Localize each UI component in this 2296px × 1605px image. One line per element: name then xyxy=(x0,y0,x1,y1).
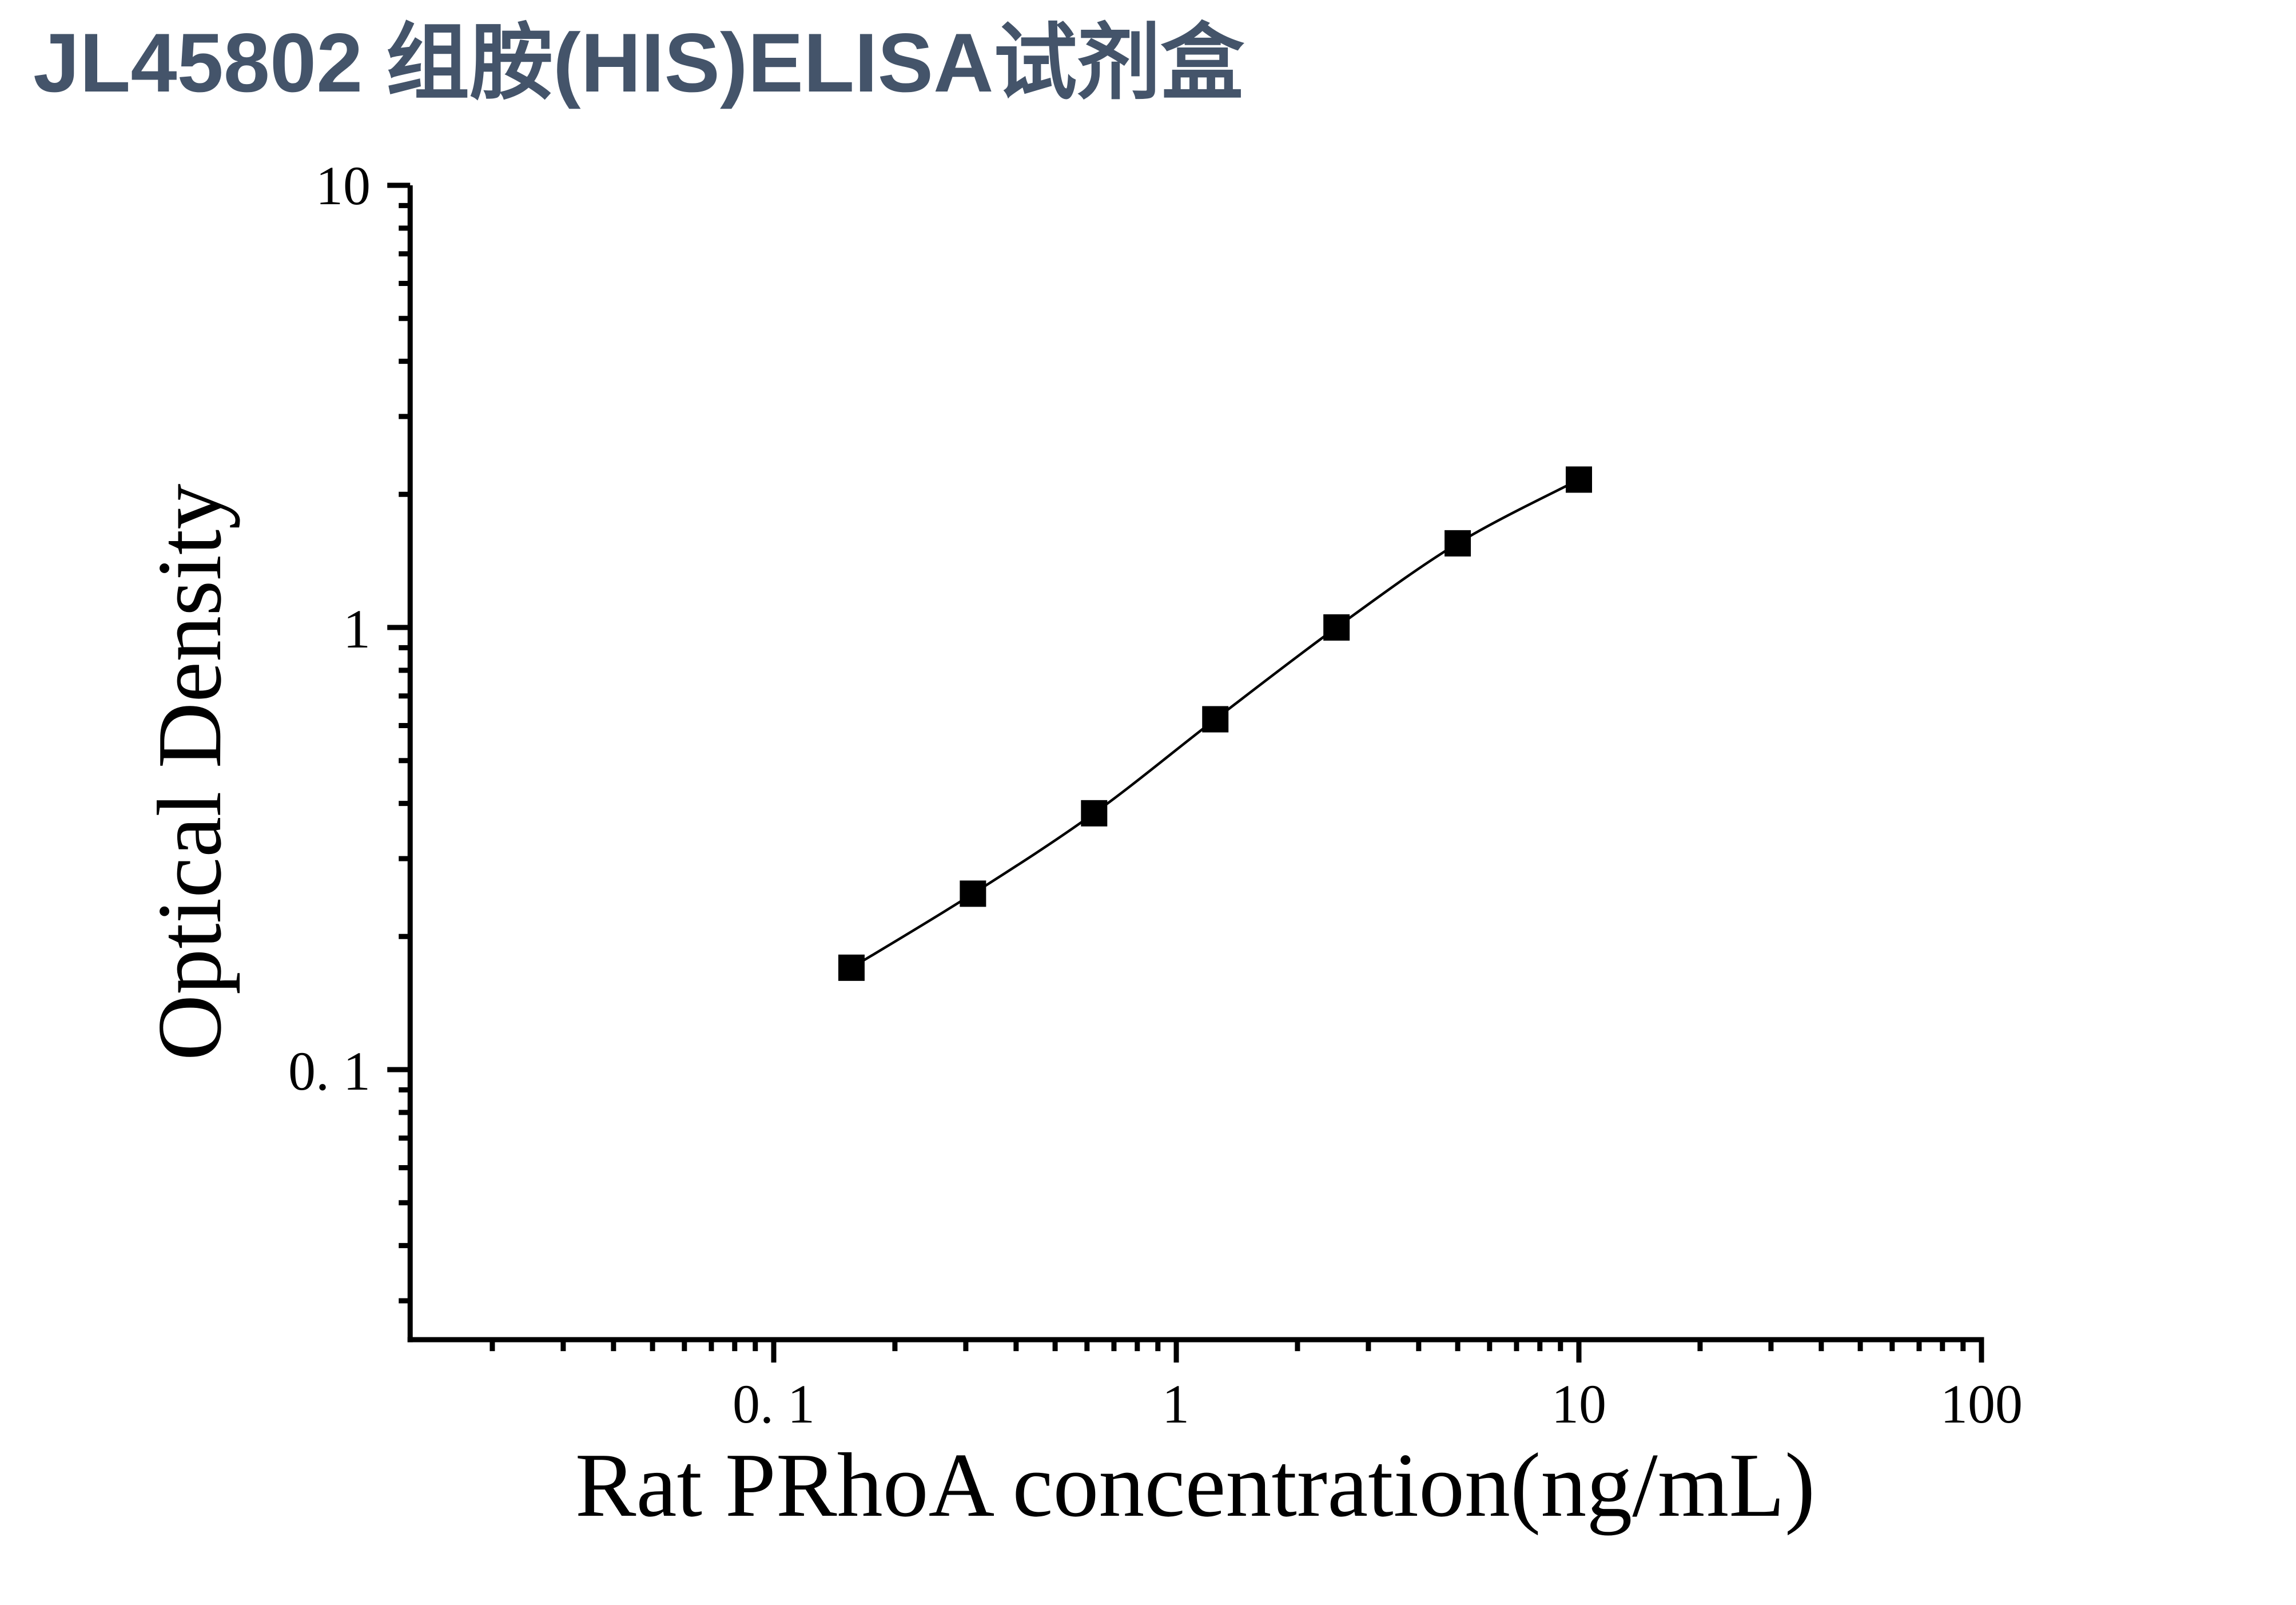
x-axis-title: Rat PRhoA concentration(ng/mL) xyxy=(575,1434,1816,1536)
data-point-marker xyxy=(1081,800,1108,827)
data-point-marker xyxy=(1566,466,1592,493)
data-point-marker xyxy=(1445,530,1471,557)
y-ticks-group xyxy=(387,182,411,1304)
x-tick-label: 10 xyxy=(1551,1373,1606,1435)
page-title: JL45802 组胺(HIS)ELISA试剂盒 xyxy=(33,16,1244,109)
data-point-marker xyxy=(838,954,865,981)
y-tick-label: 0. 1 xyxy=(288,1040,371,1102)
y-tick-label: 10 xyxy=(316,155,371,216)
data-points-group xyxy=(838,466,1592,981)
x-tick-label: 100 xyxy=(1940,1373,2023,1435)
y-axis-title: Optical Density xyxy=(138,484,240,1061)
x-tick-label: 0. 1 xyxy=(733,1373,815,1435)
data-point-marker xyxy=(1323,614,1350,641)
axis-spines xyxy=(407,185,1984,1342)
y-tick-label: 1 xyxy=(343,598,371,660)
data-point-marker xyxy=(960,880,986,907)
data-point-marker xyxy=(1202,706,1229,733)
x-tick-label: 1 xyxy=(1162,1373,1189,1435)
x-ticks-group xyxy=(490,1340,1984,1363)
